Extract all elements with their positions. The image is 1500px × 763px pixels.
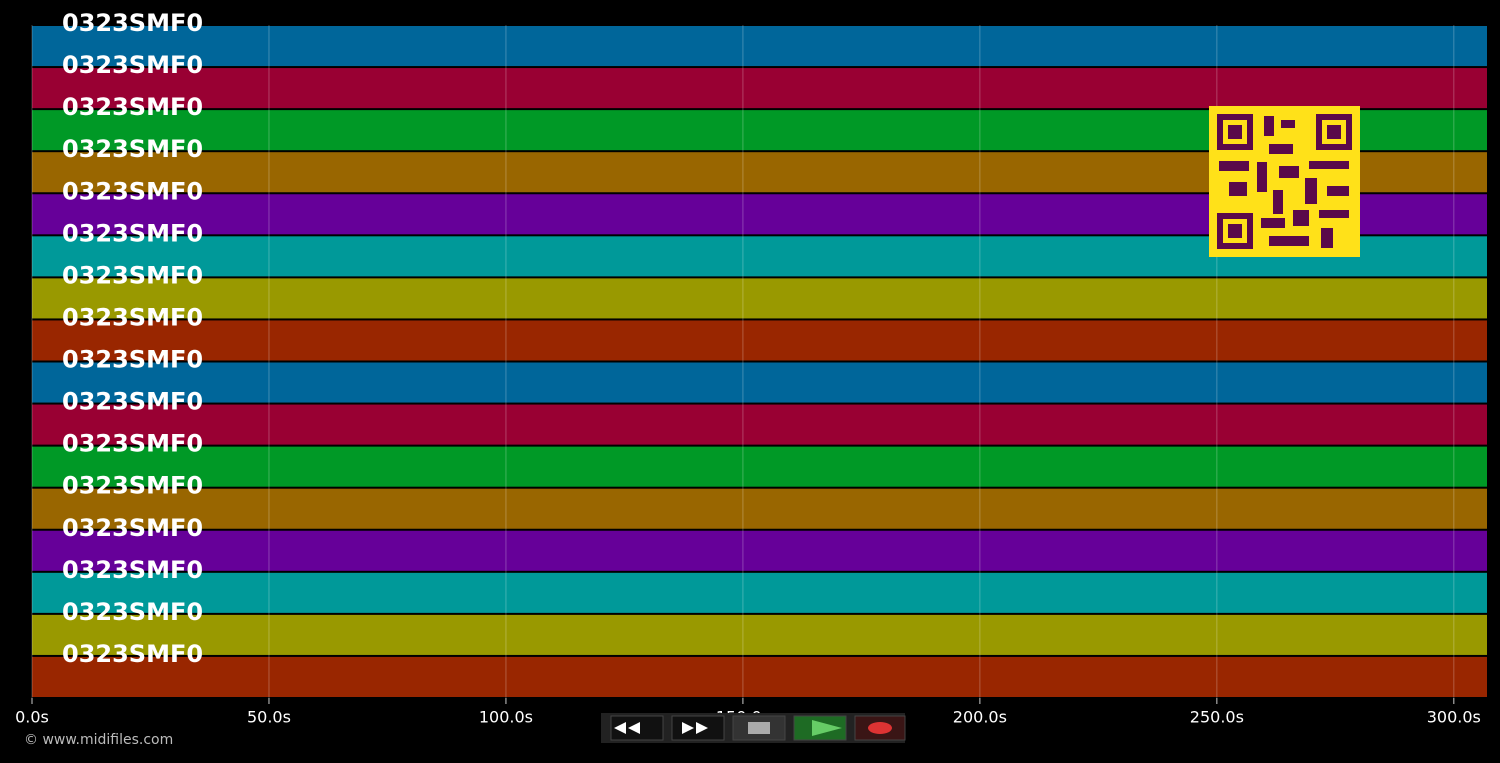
- copyright: © www.midifiles.com: [24, 732, 173, 748]
- track-label: 0323SMF0: [62, 9, 203, 37]
- x-tick-label: 200.0s: [953, 708, 1007, 727]
- track-band: [32, 26, 1487, 67]
- stop-button[interactable]: [732, 715, 786, 741]
- play-button[interactable]: [793, 715, 847, 741]
- track-band: [32, 572, 1487, 613]
- track-label: 0323SMF0: [62, 93, 203, 121]
- transport-controls: [601, 713, 906, 743]
- track-label: 0323SMF0: [62, 219, 203, 247]
- track-band: [32, 656, 1487, 697]
- track-label: 0323SMF0: [62, 472, 203, 500]
- track-label: 0323SMF0: [62, 556, 203, 584]
- track-label: 0323SMF0: [62, 430, 203, 458]
- x-tick-label: 50.0s: [247, 708, 291, 727]
- qr-code: [1209, 106, 1360, 257]
- track-band: [32, 320, 1487, 361]
- track-band: [32, 362, 1487, 403]
- track-band: [32, 614, 1487, 655]
- track-label: 0323SMF0: [62, 51, 203, 79]
- track-band: [32, 530, 1487, 571]
- track-band: [32, 488, 1487, 529]
- record-button[interactable]: [854, 715, 906, 741]
- track-band: [32, 68, 1487, 109]
- track-label: 0323SMF0: [62, 135, 203, 163]
- track-label: 0323SMF0: [62, 261, 203, 289]
- track-label: 0323SMF0: [62, 303, 203, 331]
- track-label: 0323SMF0: [62, 388, 203, 416]
- x-tick-label: 300.0s: [1427, 708, 1481, 727]
- track-label: 0323SMF0: [62, 514, 203, 542]
- track-label: 0323SMF0: [62, 598, 203, 626]
- x-tick-label: 250.0s: [1190, 708, 1244, 727]
- track-label: 0323SMF0: [62, 177, 203, 205]
- track-band: [32, 404, 1487, 445]
- track-label: 0323SMF0: [62, 346, 203, 374]
- x-tick-label: 100.0s: [479, 708, 533, 727]
- track-band: [32, 446, 1487, 487]
- x-tick-label: 0.0s: [15, 708, 49, 727]
- track-band: [32, 278, 1487, 319]
- track-label: 0323SMF0: [62, 640, 203, 668]
- fast-forward-button[interactable]: [671, 715, 725, 741]
- rewind-button[interactable]: [610, 715, 664, 741]
